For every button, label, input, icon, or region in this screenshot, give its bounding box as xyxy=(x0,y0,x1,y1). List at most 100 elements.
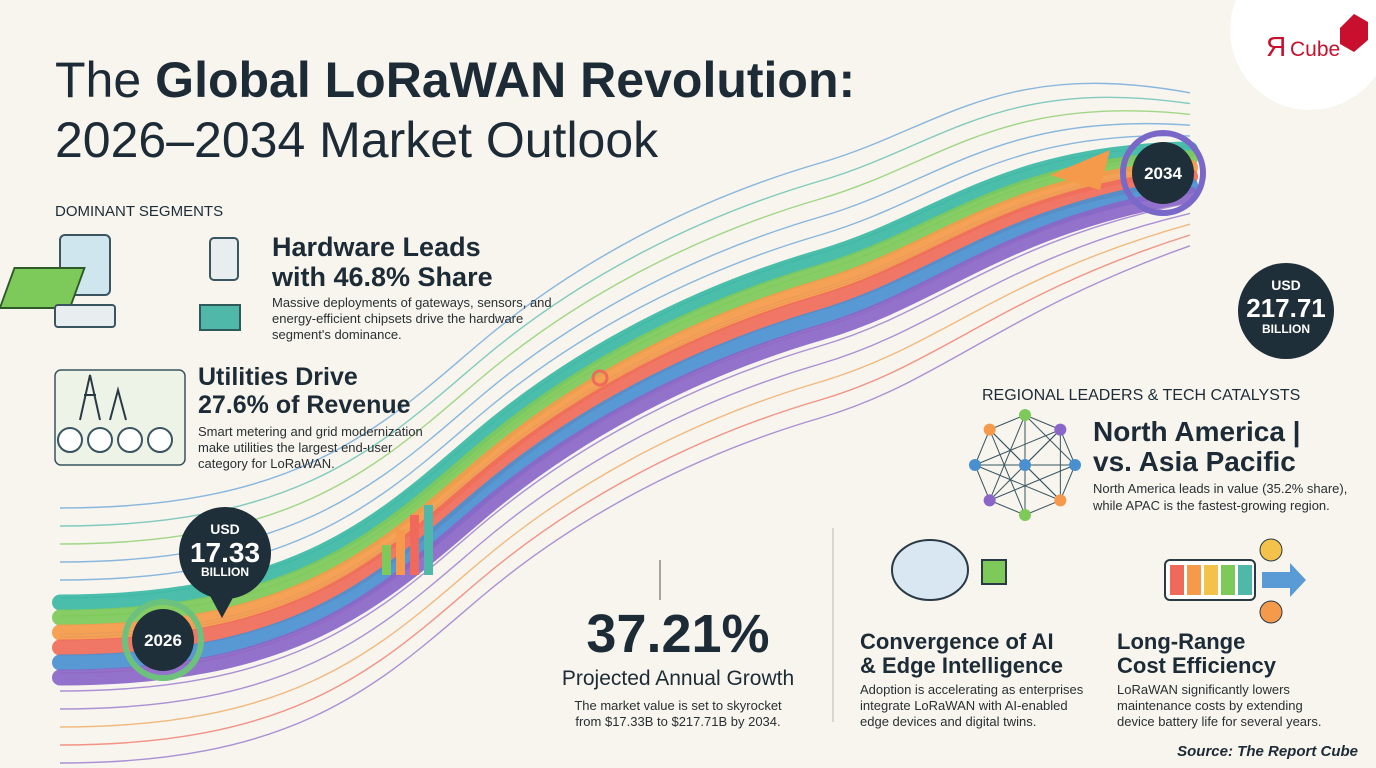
source: Source: The Report Cube xyxy=(1177,743,1358,760)
network-node xyxy=(983,494,996,507)
network-link xyxy=(1024,499,1061,516)
start-unit: BILLION xyxy=(201,565,249,579)
icon-meter xyxy=(147,427,173,453)
catalyst-body: Adoption is accelerating as enterprises xyxy=(860,682,1084,697)
network-link xyxy=(1059,464,1076,501)
icon-chip xyxy=(199,304,241,331)
decoration xyxy=(0,82,1306,764)
icon-tower xyxy=(79,374,127,421)
icon-meter xyxy=(57,427,83,453)
network-link xyxy=(1024,429,1061,466)
start-ring xyxy=(122,599,204,681)
icon-arrow xyxy=(1262,563,1306,597)
regional-title: North America | xyxy=(1093,416,1301,447)
network-line xyxy=(59,110,1191,545)
network-link xyxy=(1024,464,1061,501)
catalyst-body: device battery life for several years. xyxy=(1117,714,1321,729)
regional-heading: REGIONAL LEADERS & TECH CATALYSTS xyxy=(982,387,1300,404)
badges: USD 17.33 BILLION 2026 2034 USD 217.71 B… xyxy=(122,130,1334,681)
start-year-badge xyxy=(132,609,194,671)
growth-band xyxy=(52,159,1198,641)
network-line xyxy=(59,122,1191,563)
mini-bar xyxy=(382,545,391,575)
catalyst-body: maintenance costs by extending xyxy=(1117,698,1303,713)
network-node xyxy=(969,459,981,471)
logo-mark: Я xyxy=(1266,31,1286,62)
catalyst-heading: Convergence of AI xyxy=(860,629,1054,654)
growth-band xyxy=(52,177,1198,671)
growth-rate: 37.21% xyxy=(586,604,769,664)
title-lead: The xyxy=(55,52,141,108)
segments-heading: DOMINANT SEGMENTS xyxy=(55,203,223,220)
logo-name: Cube xyxy=(1290,38,1340,61)
start-amount: 17.33 xyxy=(190,537,260,568)
catalyst-heading: Long-Range xyxy=(1117,629,1245,654)
logo-cube xyxy=(1340,14,1368,52)
icon-sensor xyxy=(209,237,239,281)
network-line xyxy=(59,234,1191,746)
network-line xyxy=(59,134,1191,581)
end-year: 2034 xyxy=(1144,164,1182,183)
network-line xyxy=(59,212,1191,710)
end-currency: USD xyxy=(1271,277,1301,293)
network-line xyxy=(59,245,1191,764)
segment-heading: Hardware Leads xyxy=(272,232,481,262)
regional-title: vs. Asia Pacific xyxy=(1093,446,1296,477)
network-line xyxy=(59,96,1191,527)
start-value-badge xyxy=(179,507,271,599)
network-link xyxy=(974,429,991,466)
network-link xyxy=(989,414,1026,431)
network-link xyxy=(1024,414,1061,431)
network-link xyxy=(989,429,1026,466)
network-node xyxy=(983,423,996,436)
segment-heading: with 46.8% Share xyxy=(271,262,493,292)
growth-label: Projected Annual Growth xyxy=(562,667,794,690)
battery-cell xyxy=(1238,565,1252,595)
end-unit: BILLION xyxy=(1262,322,1310,336)
network-line xyxy=(59,82,1191,509)
icon-brain xyxy=(891,539,969,601)
network-line xyxy=(59,201,1191,692)
growth-arrow xyxy=(1050,150,1110,190)
icon-chip xyxy=(981,559,1007,585)
catalyst-body: integrate LoRaWAN with AI-enabled xyxy=(860,698,1068,713)
network-node xyxy=(1054,423,1067,436)
end-amount: 217.71 xyxy=(1246,293,1326,323)
network-node xyxy=(1019,509,1031,521)
regional-body: North America leads in value (35.2% shar… xyxy=(1093,481,1347,496)
end-year-badge xyxy=(1132,142,1194,204)
start-year: 2026 xyxy=(144,631,182,650)
catalyst-heading: Cost Efficiency xyxy=(1117,653,1277,678)
network-node xyxy=(1069,459,1081,471)
growth-band xyxy=(52,186,1198,686)
battery-cell xyxy=(1204,565,1218,595)
segment-body: segment's dominance. xyxy=(272,327,402,342)
catalyst-body: LoRaWAN significantly lowers xyxy=(1117,682,1290,697)
network-node xyxy=(1019,459,1031,471)
network-link xyxy=(974,464,991,501)
growth-band xyxy=(52,168,1198,656)
segment-body: Massive deployments of gateways, sensors… xyxy=(272,295,552,310)
network-link xyxy=(974,429,1061,466)
mini-bar xyxy=(396,530,405,575)
icon-meter xyxy=(117,427,143,453)
network-link xyxy=(989,414,1026,501)
end-ring xyxy=(1120,130,1206,216)
icon-meter xyxy=(87,427,113,453)
growth-body: The market value is set to skyrocket xyxy=(574,698,782,713)
growth-body: from $17.33B to $217.71B by 2034. xyxy=(575,714,780,729)
network-link xyxy=(989,429,1026,516)
node xyxy=(591,369,609,387)
segment-body: make utilities the largest end-user xyxy=(198,440,393,455)
icon-coin xyxy=(1259,600,1283,624)
title-line2: 2026–2034 Market Outlook xyxy=(55,112,659,168)
title-emphasis: Global LoRaWAN Revolution: xyxy=(155,52,855,108)
start-currency: USD xyxy=(210,521,240,537)
mini-bar xyxy=(424,505,433,575)
segment-body: energy-efficient chipsets drive the hard… xyxy=(272,311,523,326)
network-link xyxy=(974,464,1061,501)
end-value-badge xyxy=(1238,263,1334,359)
